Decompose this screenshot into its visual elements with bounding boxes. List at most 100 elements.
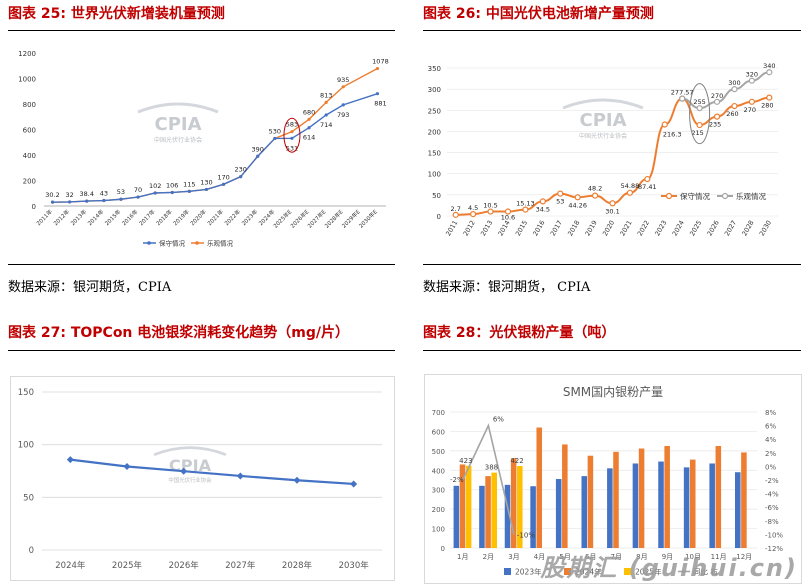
bar-2024年 (587, 455, 594, 548)
y2-tick-label: -2% (765, 477, 779, 485)
data-point (119, 197, 123, 201)
figure-26-bottom-rule (423, 264, 801, 265)
data-label: 340 (763, 62, 775, 70)
y-tick-label: 300 (428, 86, 441, 94)
data-label: 270 (711, 92, 723, 100)
x-tick-label: 2011年 (35, 207, 55, 227)
x-tick-label: 2025年 (112, 560, 143, 571)
data-label: 54.88 (621, 182, 640, 190)
data-point (574, 194, 581, 201)
x-tick-label: 2012年 (52, 207, 72, 227)
data-point (236, 472, 244, 480)
x-tick-label: 2017年 (137, 207, 157, 227)
bar-2024年 (485, 476, 491, 548)
x-tick-label: 2011 (444, 219, 459, 237)
legend-label-2023年: 2023年 (515, 567, 542, 577)
bar-2024年 (562, 444, 568, 548)
cpia-logo-subtitle: 中国光伏行业协会 (154, 136, 202, 144)
y2-tick-label: -4% (765, 491, 779, 499)
data-point (50, 200, 55, 204)
x-tick-label: 6月 (585, 553, 596, 561)
x-tick-label: 2027 (723, 219, 738, 237)
data-point (204, 187, 209, 192)
data-label: 115 (183, 180, 195, 188)
data-point (66, 456, 74, 464)
x-tick-label: 2013 (479, 219, 494, 237)
data-point (696, 105, 703, 112)
x-tick-label: 7月 (611, 553, 622, 561)
data-point (696, 121, 703, 129)
x-tick-label: 2024年 (55, 560, 86, 571)
data-point (766, 69, 773, 76)
world-pv-installation-chart: 0 200 400 600 800 1000 1200 2011年 2012年 2013年 2014… (18, 50, 389, 248)
y-tick-label: 1200 (18, 50, 36, 58)
data-label: -10% (517, 531, 535, 539)
data-label: 714 (320, 121, 332, 129)
y-tick-label: 0 (32, 203, 36, 211)
legend-label-optimistic: 乐观情况 (736, 191, 766, 201)
data-label: 170 (217, 173, 229, 181)
bar-2023年 (632, 463, 639, 548)
y-tick-label: 0 (29, 546, 34, 556)
bar-2023年 (555, 479, 562, 548)
data-point (341, 85, 345, 89)
x-tick-label: 2019年 (171, 207, 191, 227)
data-label: 106 (166, 181, 178, 189)
bar-2025年 (465, 465, 472, 548)
x-tick-label: 2013年 (69, 207, 89, 227)
x-tick-label: 9月 (662, 553, 673, 561)
data-label: 935 (337, 76, 349, 84)
data-point (180, 467, 188, 475)
data-point (256, 154, 260, 158)
x-tick-label: 2023年 (240, 207, 260, 227)
x-tick-label: 2019 (584, 219, 599, 237)
bar-2023年 (734, 472, 741, 548)
data-point (679, 95, 686, 102)
y2-tick-label: 2% (765, 450, 776, 458)
data-label: 390 (252, 145, 264, 153)
data-label: 320 (746, 71, 758, 79)
data-point (293, 476, 301, 484)
x-tick-label: 2030年E (357, 207, 379, 229)
y-tick-label: 50 (432, 192, 441, 200)
data-label: 270 (744, 106, 756, 114)
highlight-circle (283, 117, 301, 153)
data-point (626, 189, 634, 196)
data-point (539, 198, 546, 205)
x-tick-label: 2014 (497, 219, 512, 237)
y2-tick-label: -8% (765, 518, 779, 526)
data-point (766, 94, 773, 101)
figure-25-title: 图表 25: 世界光伏新增装机量预测 (8, 6, 225, 22)
data-point (290, 136, 294, 140)
data-point (341, 103, 345, 107)
y-tick-label: 400 (23, 152, 36, 160)
data-label: 260 (726, 110, 738, 118)
cpia-logo-arc (153, 446, 227, 457)
x-tick-label: 2021年 (206, 207, 226, 227)
data-label: 10.6 (501, 214, 515, 222)
data-label: 230 (234, 166, 246, 174)
y2-tick-label: 8% (765, 409, 776, 417)
data-label: 102 (149, 182, 161, 190)
x-tick-label: 2017 (549, 219, 564, 237)
data-label: 680 (303, 108, 315, 116)
y-tick-label: 150 (18, 388, 34, 398)
x-tick-label: 2020年 (188, 207, 208, 227)
highlight-circle (689, 83, 711, 145)
data-point (557, 190, 564, 197)
y-tick-label: 1000 (18, 76, 36, 84)
y-tick-label: 600 (432, 428, 445, 436)
data-label: 6% (493, 416, 504, 424)
data-point (290, 130, 294, 134)
data-label: 280 (761, 102, 773, 110)
figure-25-source: 数据来源：银河期货，CPIA (8, 280, 172, 295)
data-point (273, 136, 277, 141)
cpia-logo-subtitle: 中国光伏行业协会 (579, 132, 627, 140)
data-label: 4.5 (468, 204, 478, 212)
legend-label-2024年: 2024年 (575, 567, 602, 577)
legend-swatch-2024年 (564, 568, 571, 575)
figure-26-source: 数据来源：银河期货， CPIA (423, 280, 591, 295)
data-point (350, 480, 358, 488)
x-tick-label: 3月 (508, 553, 519, 561)
